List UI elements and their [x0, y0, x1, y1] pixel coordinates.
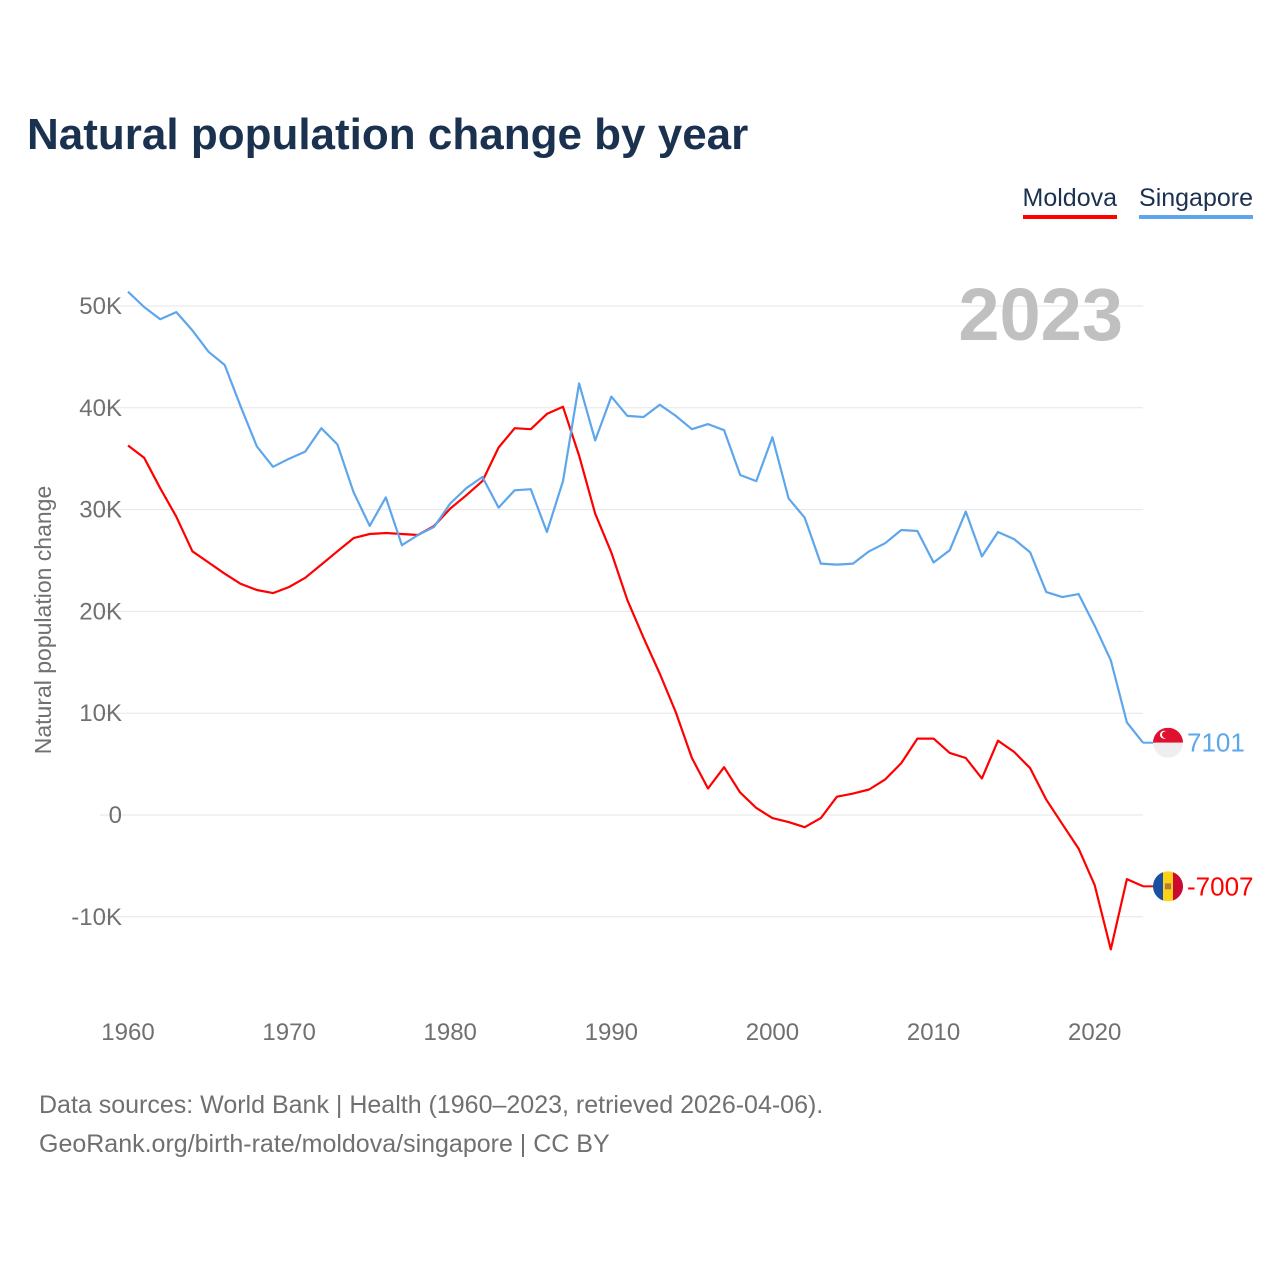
- x-tick-label: 2000: [746, 1019, 799, 1046]
- y-tick-label: 0: [109, 802, 122, 829]
- moldova-end-value: -7007: [1187, 871, 1254, 901]
- y-tick-label: 50K: [79, 293, 122, 320]
- singapore-end-value: 7101: [1187, 728, 1245, 758]
- y-tick-label: 30K: [79, 497, 122, 524]
- y-tick-label: 10K: [79, 700, 122, 727]
- x-tick-label: 1970: [262, 1019, 315, 1046]
- y-tick-label: 20K: [79, 598, 122, 625]
- x-tick-label: 2010: [907, 1019, 960, 1046]
- series-line-moldova: [127, 405, 1144, 951]
- chart-title: Natural population change by year: [27, 110, 749, 159]
- data-source-text: Data sources: World Bank | Health (1960–…: [39, 1091, 824, 1119]
- y-tick-label: 40K: [79, 395, 122, 422]
- x-tick-label: 1960: [101, 1019, 154, 1046]
- legend: Moldova Singapore: [1022, 184, 1253, 219]
- x-tick-label: 2020: [1068, 1019, 1121, 1046]
- legend-item-singapore[interactable]: Singapore: [1139, 184, 1253, 219]
- singapore-flag-icon: [1153, 727, 1183, 758]
- legend-item-moldova[interactable]: Moldova: [1022, 184, 1118, 219]
- y-tick-label: -10K: [71, 904, 122, 931]
- series-line-singapore: [127, 290, 1144, 744]
- y-axis-label: Natural population change: [30, 486, 56, 755]
- moldova-flag-icon: [1153, 871, 1183, 902]
- source-link[interactable]: GeoRank.org/birth-rate/moldova/singapore…: [39, 1130, 610, 1158]
- year-badge: 2023: [958, 273, 1123, 356]
- footer: Data sources: World Bank | Health (1960–…: [39, 1086, 823, 1164]
- x-tick-label: 1980: [424, 1019, 477, 1046]
- x-tick-label: 1990: [585, 1019, 638, 1046]
